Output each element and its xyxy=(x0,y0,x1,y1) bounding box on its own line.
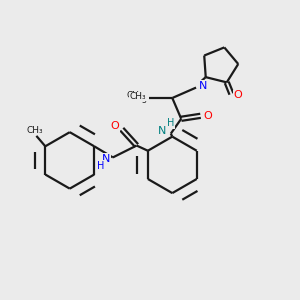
Text: O: O xyxy=(234,90,242,100)
Text: H: H xyxy=(97,161,104,171)
Text: CH: CH xyxy=(127,91,140,100)
Text: 3: 3 xyxy=(141,96,146,105)
Text: N: N xyxy=(102,154,110,164)
Text: N: N xyxy=(158,126,167,136)
Text: O: O xyxy=(111,121,120,131)
Text: N: N xyxy=(198,81,207,91)
Text: CH₃: CH₃ xyxy=(130,92,146,101)
Text: H: H xyxy=(167,118,174,128)
Text: CH₃: CH₃ xyxy=(27,126,43,135)
Text: O: O xyxy=(204,111,212,121)
